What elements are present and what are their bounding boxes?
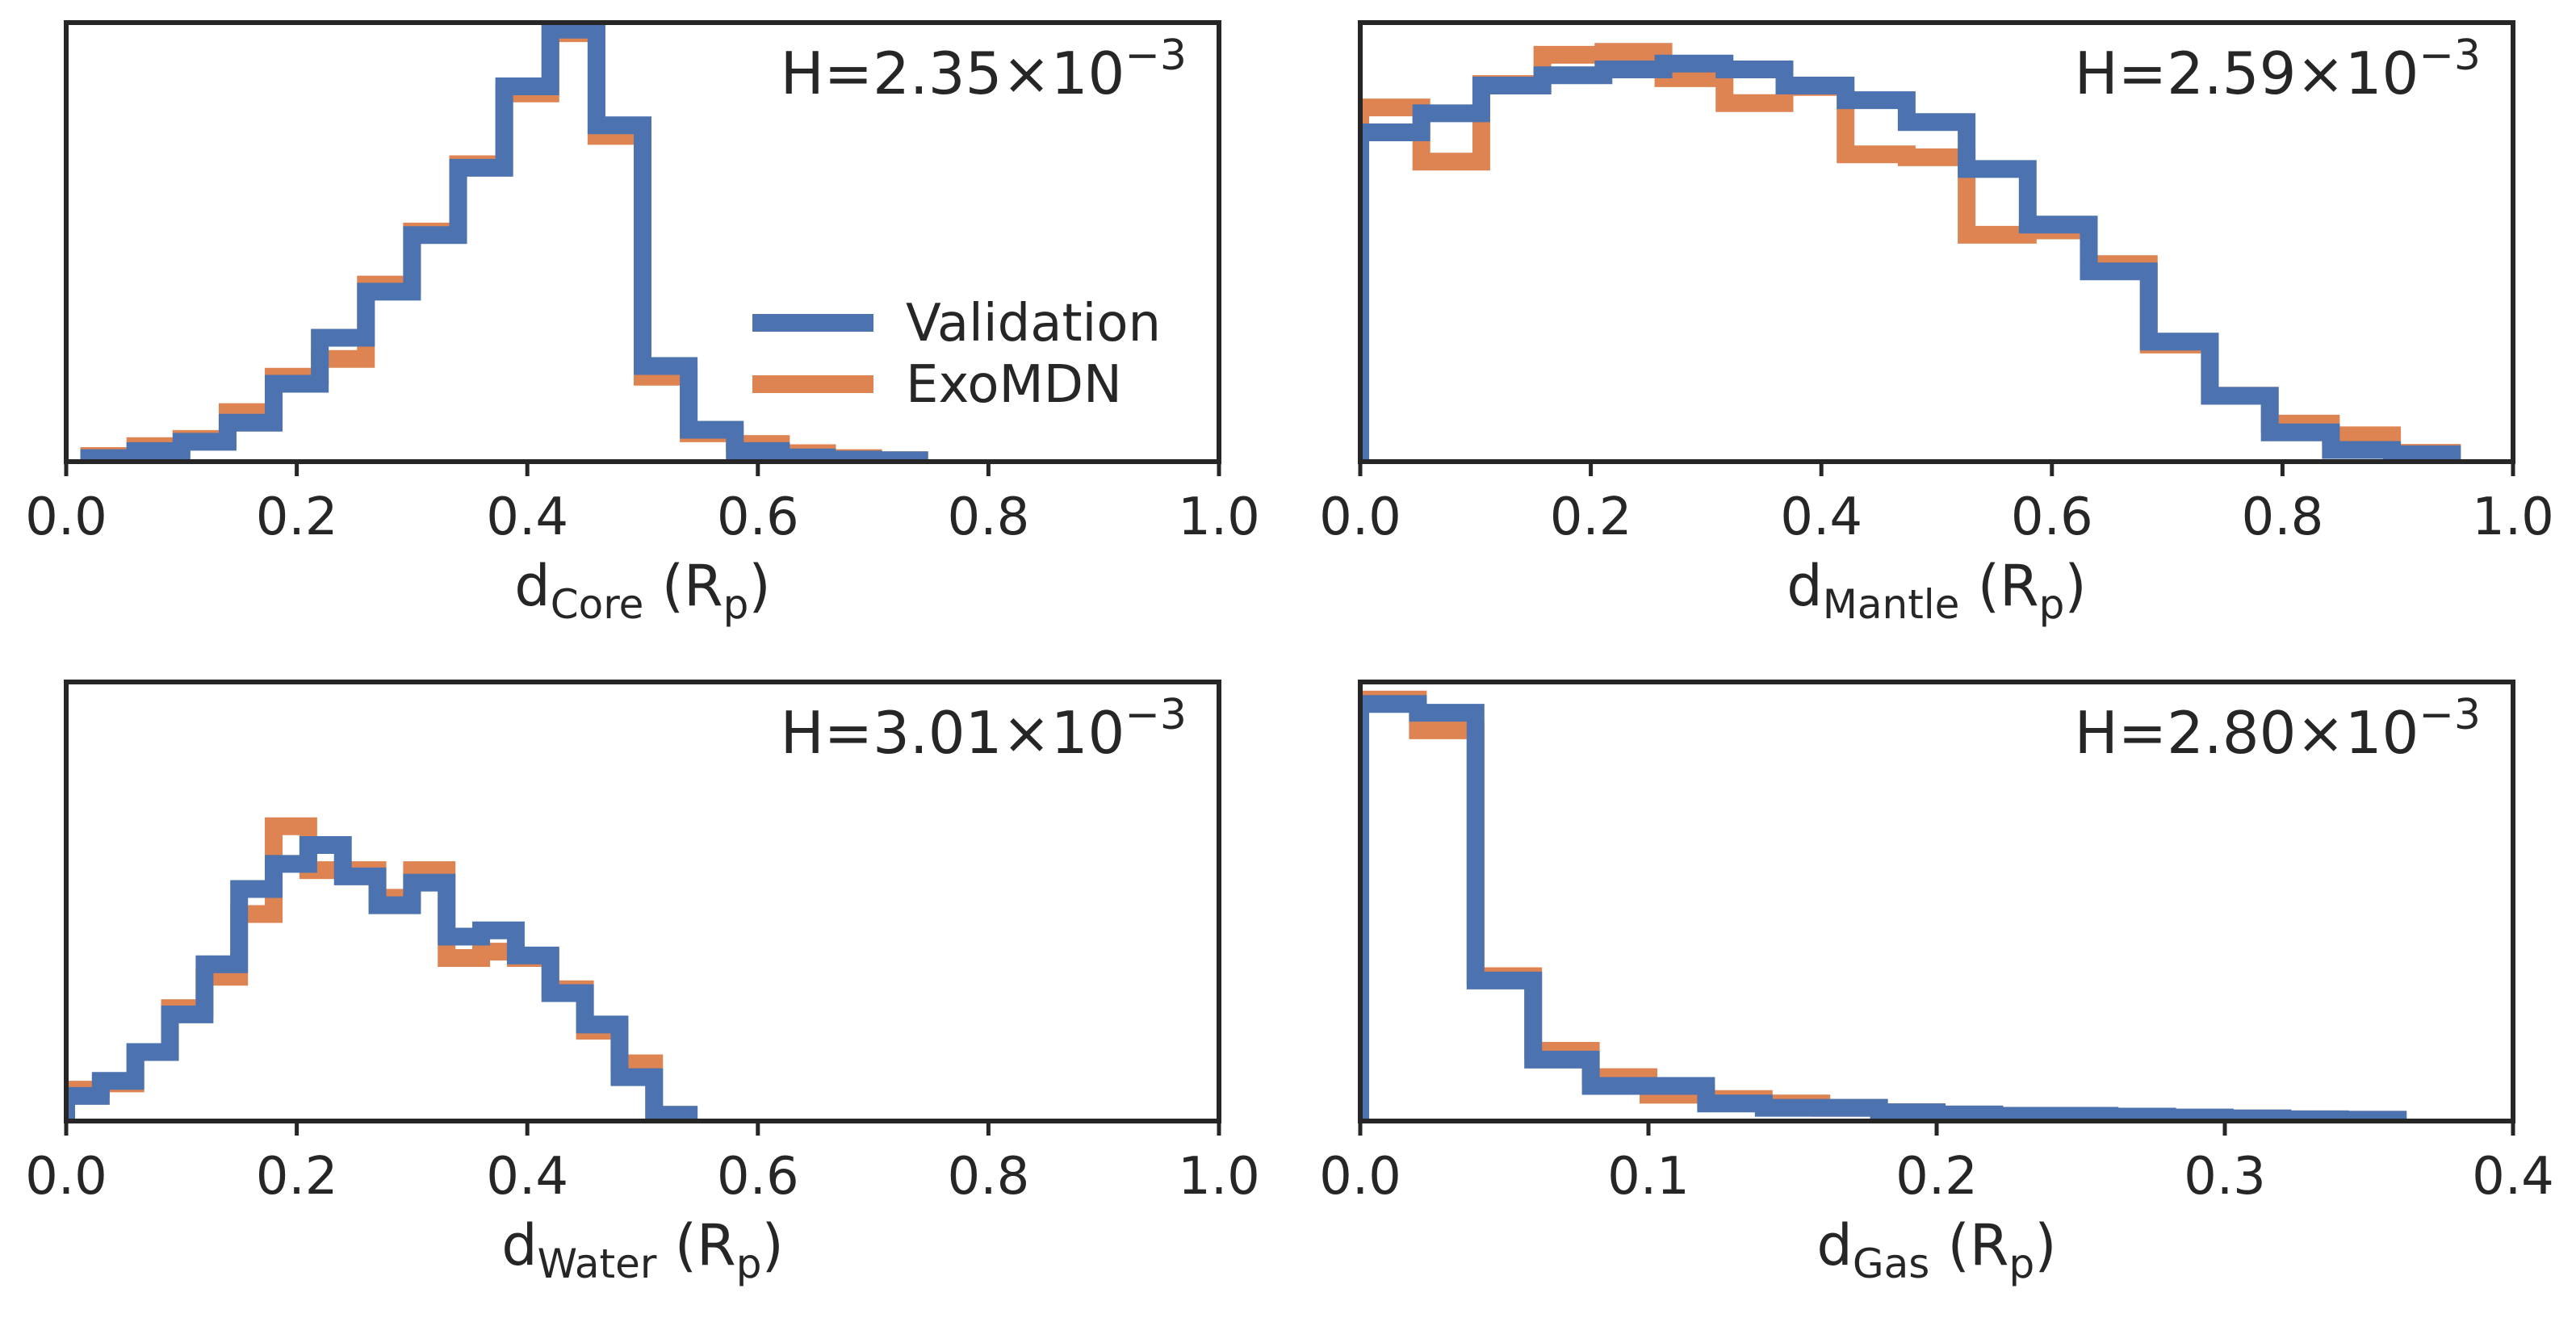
series-validation-water (66, 836, 698, 1121)
x-tick-label: 0.2 (1895, 1147, 1978, 1207)
axes-frame (1358, 20, 2515, 464)
entropy-annotation: H=3.01×10−3 (781, 691, 1187, 767)
series-validation-mantle (1360, 54, 2461, 462)
panel-mantle: 0.0 0.2 0.4 0.6 0.8 1.0 dMantle (Rp) H=2.59×10−… (1319, 20, 2554, 628)
entropy-annotation: H=2.35×10−3 (781, 31, 1187, 107)
panel-water: 0.0 0.2 0.4 0.6 0.8 1.0 dWater (Rp) H=3.01×10−3 (25, 680, 1260, 1287)
x-tick-label: 0.1 (1607, 1147, 1690, 1207)
legend-label-exomdn: ExoMDN (906, 355, 1122, 415)
entropy-annotation: H=2.59×10−3 (2075, 31, 2481, 107)
series-validation-gas (1360, 695, 2407, 1121)
x-axis-label: dCore (Rp) (514, 553, 770, 628)
entropy-annotation: H=2.80×10−3 (2075, 691, 2481, 767)
x-tick-label: 0.3 (2184, 1147, 2266, 1207)
x-axis-label: dGas (Rp) (1816, 1212, 2056, 1287)
axes-frame (64, 20, 1221, 464)
x-tick-label: 0.0 (25, 487, 107, 547)
x-tick-label: 0.4 (1780, 487, 1862, 547)
x-tick-label: 0.6 (717, 1147, 799, 1207)
x-tick-label: 0.4 (2472, 1147, 2554, 1207)
x-tick-label: 1.0 (1178, 1147, 1260, 1207)
x-tick-label: 0.2 (256, 1147, 338, 1207)
x-tick-label: 0.6 (2011, 487, 2093, 547)
x-tick-label: 0.6 (717, 487, 799, 547)
x-tick-label: 0.2 (1550, 487, 1632, 547)
x-tick-label: 0.4 (486, 487, 568, 547)
x-axis-label: dWater (Rp) (501, 1212, 784, 1287)
axes-frame (64, 680, 1221, 1123)
panel-core: 0.0 0.2 0.4 0.6 0.8 1.0 dCore (Rp) H=2.35×10−3 V… (25, 20, 1260, 628)
x-tick-label: 0.2 (256, 487, 338, 547)
panel-gas: 0.0 0.1 0.2 0.3 0.4 dGas (Rp) H=2.80×10−3 (1319, 680, 2554, 1287)
x-tick-label: 0.8 (948, 1147, 1030, 1207)
legend-label-validation: Validation (906, 294, 1161, 354)
x-tick-label: 0.8 (2242, 487, 2324, 547)
x-tick-label: 0.0 (1319, 487, 1401, 547)
x-tick-label: 0.0 (25, 1147, 107, 1207)
x-tick-label: 1.0 (2472, 487, 2554, 547)
x-tick-label: 0.4 (486, 1147, 568, 1207)
x-tick-label: 1.0 (1178, 487, 1260, 547)
x-tick-label: 0.8 (948, 487, 1030, 547)
x-tick-label: 0.0 (1319, 1147, 1401, 1207)
x-axis-label: dMantle (Rp) (1786, 553, 2086, 628)
series-validation-core (80, 23, 928, 462)
